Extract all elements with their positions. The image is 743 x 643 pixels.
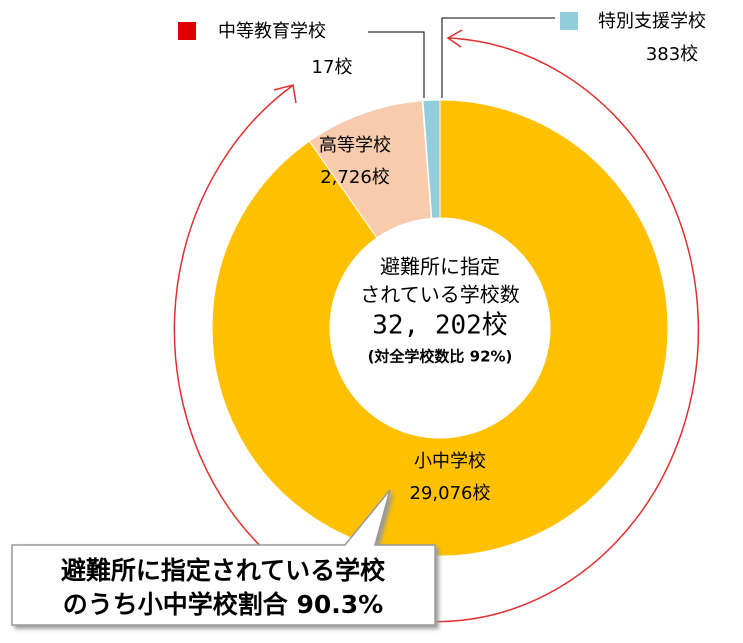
center-text: 避難所に指定 <box>380 255 500 279</box>
leader-line <box>441 17 555 98</box>
category-label: 中等教育学校 <box>218 21 326 42</box>
value-label: 29,076校 <box>410 483 491 504</box>
donut-slice <box>211 99 669 557</box>
value-label: 17校 <box>312 57 353 78</box>
arrowhead <box>273 84 297 104</box>
donut-slice <box>422 99 441 219</box>
cycle-arc <box>173 37 700 623</box>
leader-line <box>368 31 425 98</box>
category-label: 小中学校 <box>414 451 486 472</box>
callout-box <box>11 489 436 626</box>
center-total: 32, 202校 <box>372 311 508 341</box>
callout-text: のうち小中学校割合 90.3% <box>63 590 383 619</box>
arrowhead <box>446 29 463 48</box>
center-ratio: (対全学校数比 92%) <box>368 348 513 366</box>
category-label: 高等学校 <box>319 135 391 156</box>
value-label: 2,726校 <box>320 167 390 188</box>
center-text: されている学校数 <box>360 283 519 307</box>
category-label: 特別支援学校 <box>598 11 706 32</box>
callout-text: 避難所に指定されている学校 <box>61 556 386 585</box>
legend-swatch <box>560 12 578 30</box>
legend-swatch <box>178 22 196 40</box>
value-label: 383校 <box>646 44 698 65</box>
